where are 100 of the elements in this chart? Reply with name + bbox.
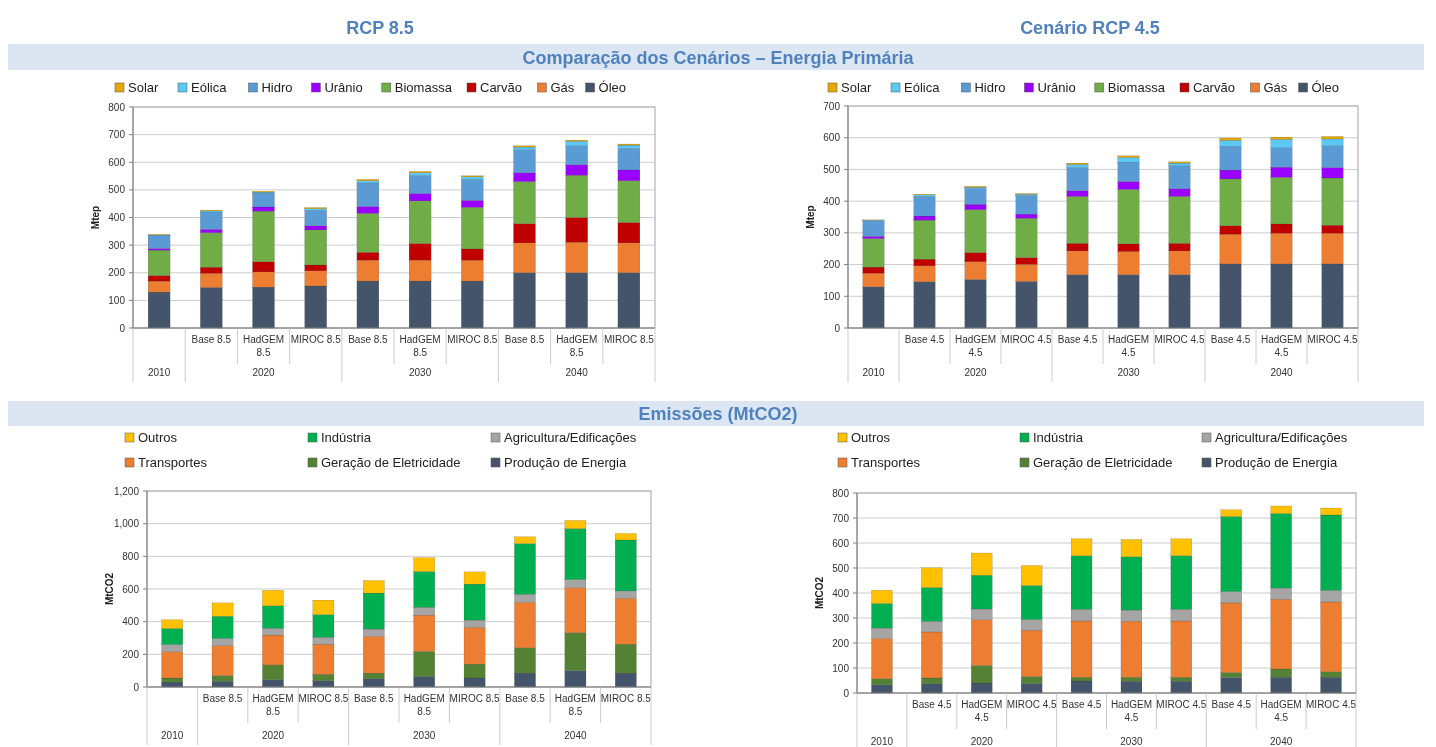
text: 2010 [147,367,171,378]
legend-label: Transportes [138,455,208,470]
x-tick-label: Base 8.5 [505,693,546,704]
legend-label: Agricultura/Edificações [1215,430,1348,445]
x-tick-label: Base 8.5 [504,334,545,345]
text: Emissões (MtCO2) [638,404,798,424]
legend-label: Carvão [1193,80,1235,95]
y-tick-label: 600 [122,583,140,595]
legend-label: Hidro [974,80,1006,95]
x-tick-label: HadGEM 8.5 [242,334,285,358]
x-tick-label: Base 8.5 [191,334,232,345]
chart-title: Cenário RCP 4.5 [1020,18,1160,38]
x-tick-label: MIROC 4.5 [1006,699,1058,710]
x-tick-label: HadGEM 4.5 [1110,699,1153,723]
legend-label: Biomassa [394,80,453,95]
x-tick-label: Base 4.5 [1057,334,1098,345]
x-tick-label: HadGEM 4.5 [1260,699,1302,723]
legend-label: Solar [128,80,160,95]
legend-label: Produção de Energia [504,455,627,470]
legend-label: Indústria [321,430,372,445]
y-axis-title: Mtep [90,205,101,230]
text: 2030 [408,367,432,378]
x-tick-label: HadGEM 4.5 [954,334,997,358]
legend-label: Óleo [1311,80,1340,95]
legend-label: Geração de Eletricidade [1033,455,1173,470]
y-tick-label: 400 [108,212,126,223]
y-tick-label: 0 [133,681,140,693]
legend-label: Outros [851,430,891,445]
text: Comparação dos Cenários – Energia Primária [522,48,915,68]
legend-label: Produção de Energia [1215,455,1338,470]
y-tick-label: 500 [823,163,841,175]
x-tick-label: Base 4.5 [1210,334,1251,345]
y-tick-label: 200 [832,637,850,649]
x-tick-label: MIROC 4.5 [1306,699,1357,710]
text: 2030 [1117,367,1141,378]
text: 2020 [970,736,994,747]
x-tick-label: HadGEM 4.5 [1260,334,1303,358]
x-tick-label: Base 8.5 [348,334,389,345]
text: 2040 [1270,367,1294,378]
legend-label: Urânio [324,80,363,95]
text: 2010 [161,730,184,741]
x-tick-label: HadGEM 4.5 [1107,334,1150,358]
legend-label: Agricultura/Edificações [504,430,637,445]
y-tick-label: 800 [108,101,126,113]
y-tick-label: 0 [834,322,841,334]
text: 2030 [413,730,436,741]
y-tick-label: 300 [108,239,126,251]
x-tick-label: MIROC 4.5 [1001,334,1052,345]
x-tick-label: MIROC 8.5 [290,334,342,345]
x-tick-label: MIROC 8.5 [449,693,501,704]
y-tick-label: 100 [823,290,841,302]
x-tick-label: Base 4.5 [1061,699,1102,710]
chart-title: RCP 8.5 [346,18,414,38]
x-tick-label: MIROC 4.5 [1307,334,1358,345]
x-tick-label: MIROC 4.5 [1156,699,1207,710]
legend-label: Óleo [598,80,627,95]
text: 2020 [964,367,988,378]
legend-label: Eólica [904,80,941,95]
y-tick-label: 700 [823,100,841,112]
y-tick-label: 100 [108,294,126,306]
x-tick-label: HadGEM 8.5 [554,693,596,717]
legend-label: Urânio [1037,80,1076,95]
y-tick-label: 700 [832,512,850,524]
x-tick-label: MIROC 4.5 [1154,334,1205,345]
y-tick-label: 200 [122,648,140,660]
y-tick-label: 600 [832,537,850,549]
y-tick-label: 1,000 [113,518,140,530]
legend-label: Indústria [1033,430,1084,445]
y-tick-label: 400 [122,616,140,628]
y-axis-title: Mtep [805,205,816,229]
legend-label: Solar [841,80,873,95]
x-tick-label: Base 4.5 [912,699,953,710]
y-tick-label: 300 [832,612,850,624]
text: 2020 [261,730,285,741]
y-tick-label: 600 [108,156,126,168]
x-tick-label: HadGEM 8.5 [252,693,294,717]
legend-label: Hidro [261,80,293,95]
x-tick-label: HadGEM 4.5 [961,699,1003,723]
y-tick-label: 0 [119,322,126,334]
x-tick-label: MIROC 8.5 [298,693,349,704]
x-tick-label: MIROC 8.5 [603,334,655,345]
y-tick-label: 800 [832,487,850,499]
y-tick-label: 200 [823,259,841,271]
y-tick-label: 400 [832,587,850,599]
y-tick-label: 800 [122,550,140,562]
legend-label: Geração de Eletricidade [321,455,461,470]
legend-label: Eólica [191,80,228,95]
legend-label: Carvão [480,80,522,95]
y-axis-title: MtCO2 [814,576,825,610]
x-tick-label: Base 8.5 [202,693,243,704]
x-tick-label: Base 4.5 [904,334,945,345]
text: 2040 [1270,736,1293,747]
text: 2020 [252,367,276,378]
x-tick-label: MIROC 8.5 [447,334,498,345]
x-tick-label: HadGEM 8.5 [403,693,445,717]
y-tick-label: 500 [108,184,126,196]
x-tick-label: Base 4.5 [1211,699,1252,710]
y-tick-label: 400 [823,195,841,207]
y-axis-title: MtCO2 [104,572,115,606]
text: 2010 [862,367,886,378]
